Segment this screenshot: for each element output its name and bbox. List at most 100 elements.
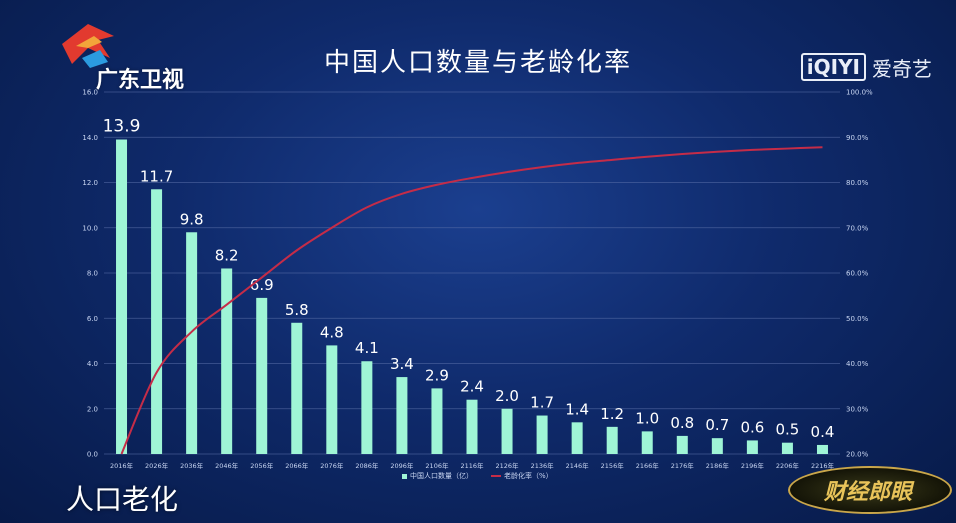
x-tick-label: 2196年	[741, 461, 765, 470]
y-right-tick-label: 50.0%	[846, 315, 869, 323]
y-left-tick-label: 0.0	[87, 451, 98, 459]
line-series	[120, 146, 823, 455]
x-tick-label: 2126年	[496, 461, 520, 470]
bar-data-label: 1.4	[565, 400, 589, 418]
channel-logo-mark-icon	[62, 24, 114, 68]
x-tick-label: 2186年	[706, 461, 730, 470]
bar-data-label: 0.7	[705, 416, 729, 434]
channel-logo-text: 广东卫视	[96, 68, 185, 93]
x-tick-label: 2066年	[285, 461, 309, 470]
bar-2146年	[571, 422, 583, 454]
y-axis-right: 20.0% 30.0% 40.0% 50.0% 60.0% 70.0% 80.0% 90.0%…	[846, 89, 873, 459]
bar-2046年	[221, 268, 233, 454]
bar-data-label: 1.2	[600, 405, 624, 423]
bar-data-label: 0.8	[670, 414, 694, 432]
bar-data-label: 2.9	[425, 366, 449, 384]
bar-2116年	[466, 399, 478, 454]
y-right-tick-label: 90.0%	[846, 134, 869, 142]
bar-2016年	[116, 139, 128, 454]
iqiyi-logo-box: iQIYI	[800, 53, 866, 81]
chart-title: 中国人口数量与老龄化率	[323, 48, 632, 78]
bar-series	[116, 139, 828, 454]
bar-data-label: 2.0	[495, 387, 519, 405]
bar-data-label: 0.6	[740, 418, 764, 436]
y-right-tick-label: 80.0%	[846, 179, 869, 187]
iqiyi-logo: iQIYI 爱奇艺	[800, 52, 932, 82]
bar-2126年	[501, 408, 513, 454]
bar-2096年	[396, 377, 408, 454]
x-tick-label: 2146年	[566, 461, 590, 470]
x-tick-label: 2086年	[355, 461, 379, 470]
x-tick-label: 2176年	[671, 461, 695, 470]
bar-data-label: 6.9	[250, 276, 274, 294]
y-right-tick-label: 40.0%	[846, 360, 869, 368]
x-tick-label: 2166年	[636, 461, 660, 470]
bar-data-label: 13.9	[103, 117, 141, 137]
legend-item-aging-rate: 老龄化率（%）	[491, 471, 553, 481]
bar-2196年	[746, 440, 758, 454]
x-tick-label: 2206年	[776, 461, 800, 470]
y-left-tick-label: 2.0	[87, 405, 98, 413]
bar-2036年	[186, 232, 198, 454]
y-right-tick-label: 20.0%	[846, 451, 869, 459]
legend-item-population: 中国人口数量（亿）	[402, 471, 473, 481]
chart-legend: 中国人口数量（亿） 老龄化率（%）	[402, 471, 553, 481]
y-left-tick-label: 8.0	[87, 270, 98, 278]
bar-data-label: 4.8	[320, 323, 344, 341]
line-aging-rate	[120, 146, 823, 455]
y-left-tick-label: 4.0	[87, 360, 98, 368]
legend-label-population: 中国人口数量（亿）	[410, 472, 473, 480]
bar-2066年	[291, 322, 303, 454]
subtitle-caption: 人口老化	[66, 483, 179, 516]
y-left-tick-label: 12.0	[82, 179, 98, 187]
bar-data-label: 2.4	[460, 378, 484, 396]
program-badge-text: 财经郎眼	[823, 479, 912, 505]
bar-2166年	[641, 431, 653, 454]
x-tick-label: 2156年	[601, 461, 625, 470]
bar-2186年	[711, 438, 723, 454]
program-badge: 财经郎眼	[788, 464, 952, 514]
y-left-tick-label: 14.0	[82, 134, 98, 142]
y-right-tick-label: 100.0%	[846, 89, 873, 97]
x-tick-label: 2096年	[390, 461, 414, 470]
bar-data-label: 4.1	[355, 339, 379, 357]
bar-2206年	[781, 442, 793, 454]
x-axis: 2016年 2026年 2036年 2046年 2056年 2066年 2076年 2086年…	[110, 461, 834, 470]
x-tick-label: 2076年	[320, 461, 344, 470]
bar-data-labels: 13.9 11.7 9.8 8.2 6.9 5.8 4.8 4.1 3.4 2.9 2.4 2.0 1.…	[103, 117, 835, 441]
bar-2156年	[606, 426, 618, 454]
bar-2076年	[326, 345, 338, 454]
channel-logo: 广东卫视	[58, 18, 208, 98]
bar-data-label: 1.0	[635, 409, 659, 427]
y-left-tick-label: 6.0	[87, 315, 98, 323]
bar-data-label: 8.2	[215, 246, 239, 264]
legend-label-aging-rate: 老龄化率（%）	[504, 472, 553, 480]
bar-2056年	[256, 297, 268, 454]
bar-2136年	[536, 415, 548, 454]
x-tick-label: 2016年	[110, 461, 134, 470]
y-axis-left: 0.0 2.0 4.0 6.0 8.0 10.0 12.0 14.0 16.0	[82, 89, 98, 459]
bar-data-label: 11.7	[140, 167, 173, 185]
bar-2026年	[151, 189, 163, 454]
y-right-tick-label: 30.0%	[846, 405, 869, 413]
y-right-tick-label: 70.0%	[846, 224, 869, 232]
bar-2106年	[431, 388, 443, 454]
bar-2086年	[361, 361, 373, 454]
y-left-tick-label: 10.0	[82, 224, 98, 232]
x-tick-label: 2046年	[215, 461, 239, 470]
y-right-tick-label: 60.0%	[846, 270, 869, 278]
bar-data-label: 1.7	[530, 394, 554, 412]
x-tick-label: 2036年	[180, 461, 204, 470]
program-badge-ring	[788, 466, 952, 514]
bar-2176年	[676, 435, 688, 454]
x-tick-label: 2056年	[250, 461, 274, 470]
legend-swatch-line	[491, 475, 501, 477]
x-tick-label: 2116年	[460, 461, 484, 470]
bar-data-label: 9.8	[180, 210, 204, 228]
x-tick-label: 2136年	[531, 461, 555, 470]
bar-data-label: 5.8	[285, 301, 309, 319]
x-tick-label: 2106年	[425, 461, 449, 470]
y-left-tick-label: 16.0	[82, 89, 98, 97]
iqiyi-logo-text: 爱奇艺	[872, 56, 932, 81]
